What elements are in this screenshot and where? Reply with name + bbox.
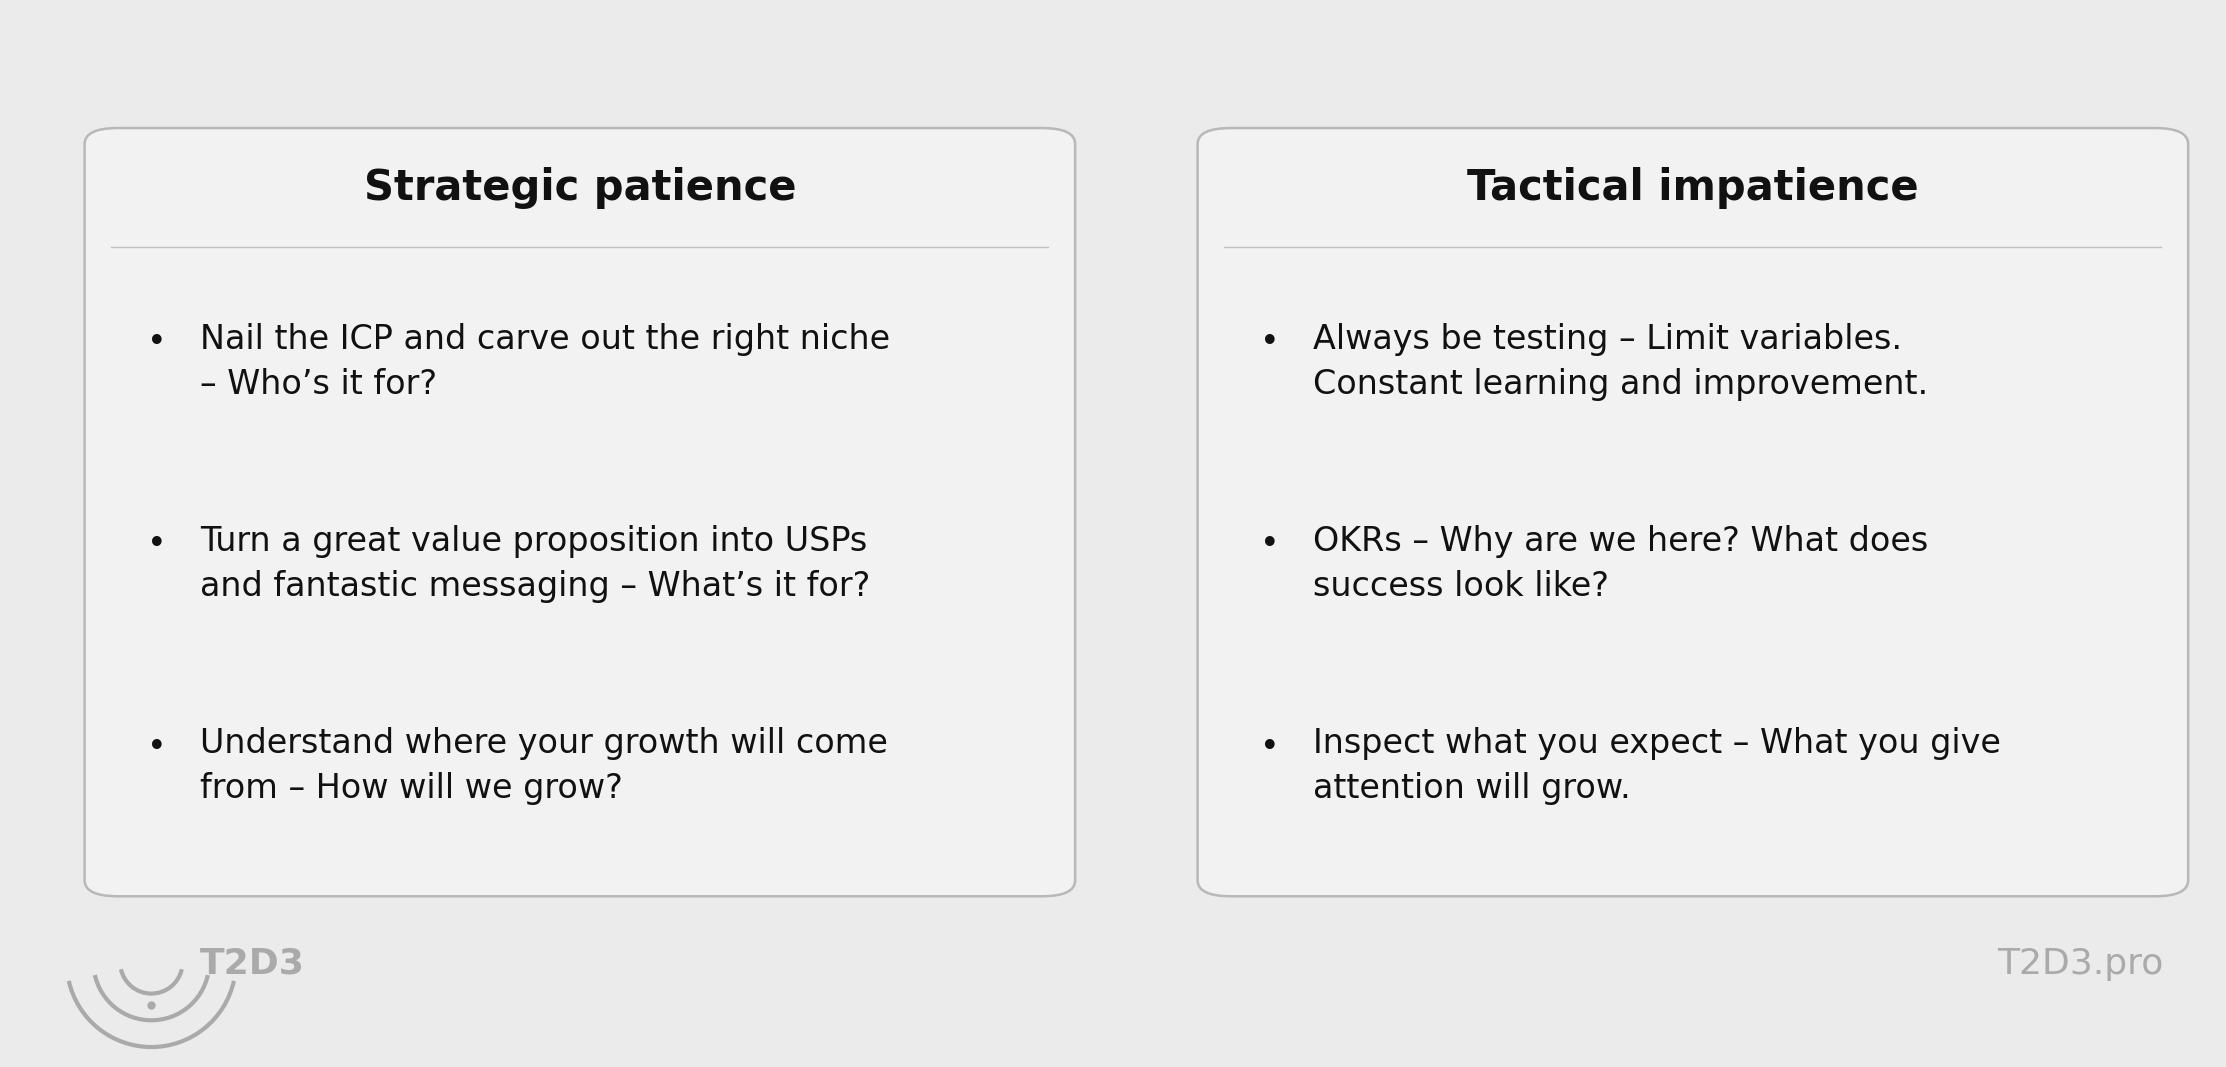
Text: Always be testing – Limit variables.
Constant learning and improvement.: Always be testing – Limit variables. Con… bbox=[1313, 323, 1928, 401]
Text: Strategic patience: Strategic patience bbox=[363, 166, 797, 208]
Text: •: • bbox=[1260, 731, 1280, 764]
FancyBboxPatch shape bbox=[1198, 128, 2188, 896]
Text: •: • bbox=[1260, 528, 1280, 561]
Text: Tactical impatience: Tactical impatience bbox=[1467, 166, 1919, 208]
Text: •: • bbox=[147, 731, 167, 764]
Text: Inspect what you expect – What you give
attention will grow.: Inspect what you expect – What you give … bbox=[1313, 728, 2001, 805]
Text: •: • bbox=[147, 327, 167, 360]
Text: T2D3.pro: T2D3.pro bbox=[1997, 946, 2164, 981]
FancyBboxPatch shape bbox=[85, 128, 1075, 896]
Text: •: • bbox=[1260, 327, 1280, 360]
Text: OKRs – Why are we here? What does
success look like?: OKRs – Why are we here? What does succes… bbox=[1313, 525, 1928, 603]
Text: Understand where your growth will come
from – How will we grow?: Understand where your growth will come f… bbox=[200, 728, 888, 805]
Text: •: • bbox=[147, 528, 167, 561]
Text: Turn a great value proposition into USPs
and fantastic messaging – What’s it for: Turn a great value proposition into USPs… bbox=[200, 525, 870, 603]
Text: T2D3: T2D3 bbox=[200, 946, 305, 981]
Text: Nail the ICP and carve out the right niche
– Who’s it for?: Nail the ICP and carve out the right nic… bbox=[200, 323, 890, 401]
